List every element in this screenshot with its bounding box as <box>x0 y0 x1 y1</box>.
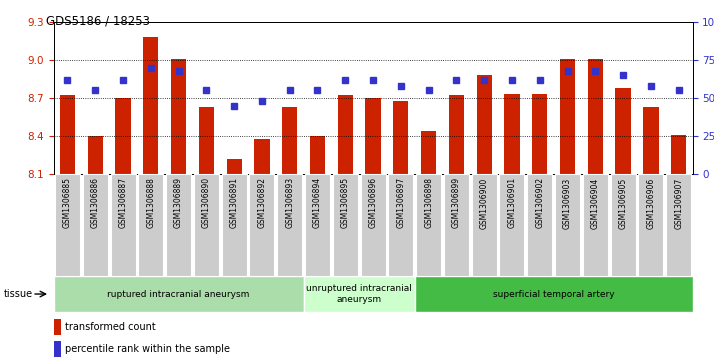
Bar <box>249 174 274 276</box>
Bar <box>194 174 219 276</box>
Text: tissue: tissue <box>4 289 33 299</box>
Text: GSM1306901: GSM1306901 <box>508 177 516 228</box>
Bar <box>449 95 464 174</box>
Bar <box>504 94 520 174</box>
Bar <box>139 174 164 276</box>
Bar <box>366 98 381 174</box>
Text: GSM1306907: GSM1306907 <box>674 177 683 229</box>
Text: transformed count: transformed count <box>65 322 156 332</box>
Bar <box>638 174 663 276</box>
Bar <box>171 59 186 174</box>
Text: GSM1306888: GSM1306888 <box>146 177 155 228</box>
Text: percentile rank within the sample: percentile rank within the sample <box>65 344 230 354</box>
Bar <box>55 174 80 276</box>
Bar <box>303 276 415 312</box>
Bar <box>305 174 330 276</box>
Text: GSM1306903: GSM1306903 <box>563 177 572 229</box>
Bar <box>643 107 658 174</box>
Text: GDS5186 / 18253: GDS5186 / 18253 <box>46 15 151 28</box>
Bar <box>588 59 603 174</box>
Bar <box>472 174 497 276</box>
Text: GSM1306886: GSM1306886 <box>91 177 100 228</box>
Bar <box>166 174 191 276</box>
Bar <box>88 136 103 174</box>
Bar <box>583 174 608 276</box>
Text: GSM1306900: GSM1306900 <box>480 177 488 229</box>
Bar <box>221 174 246 276</box>
Text: GSM1306889: GSM1306889 <box>174 177 183 228</box>
Bar <box>338 95 353 174</box>
Bar <box>254 139 270 174</box>
Text: GSM1306904: GSM1306904 <box>591 177 600 229</box>
Text: GSM1306885: GSM1306885 <box>63 177 72 228</box>
Text: GSM1306890: GSM1306890 <box>202 177 211 228</box>
Bar <box>83 174 108 276</box>
Bar <box>198 107 214 174</box>
Bar <box>277 174 302 276</box>
Text: ruptured intracranial aneurysm: ruptured intracranial aneurysm <box>107 290 250 298</box>
Bar <box>54 276 303 312</box>
Text: GSM1306905: GSM1306905 <box>618 177 628 229</box>
Bar <box>361 174 386 276</box>
Text: GSM1306896: GSM1306896 <box>368 177 378 228</box>
Bar <box>415 276 693 312</box>
Bar <box>111 174 136 276</box>
Bar <box>421 131 436 174</box>
Text: GSM1306891: GSM1306891 <box>230 177 238 228</box>
Bar <box>60 95 75 174</box>
Bar <box>527 174 552 276</box>
Text: superficial temporal artery: superficial temporal artery <box>493 290 615 298</box>
Text: GSM1306895: GSM1306895 <box>341 177 350 228</box>
Text: GSM1306906: GSM1306906 <box>646 177 655 229</box>
Bar <box>54 340 61 357</box>
Bar <box>393 101 408 174</box>
Bar <box>310 136 325 174</box>
Bar <box>666 174 691 276</box>
Bar <box>615 88 630 174</box>
Text: GSM1306898: GSM1306898 <box>424 177 433 228</box>
Bar <box>476 75 492 174</box>
Bar <box>116 98 131 174</box>
Bar <box>555 174 580 276</box>
Bar <box>143 37 159 174</box>
Text: GSM1306899: GSM1306899 <box>452 177 461 228</box>
Text: GSM1306897: GSM1306897 <box>396 177 406 228</box>
Text: GSM1306902: GSM1306902 <box>536 177 544 228</box>
Bar <box>226 159 242 174</box>
Text: unruptured intracranial
aneurysm: unruptured intracranial aneurysm <box>306 284 412 304</box>
Bar <box>333 174 358 276</box>
Text: GSM1306887: GSM1306887 <box>119 177 128 228</box>
Bar <box>54 319 61 335</box>
Text: GSM1306894: GSM1306894 <box>313 177 322 228</box>
Bar <box>532 94 548 174</box>
Bar <box>416 174 441 276</box>
Bar <box>560 59 575 174</box>
Bar <box>500 174 525 276</box>
Bar <box>671 135 686 174</box>
Bar <box>388 174 413 276</box>
Bar <box>610 174 635 276</box>
Bar <box>282 107 297 174</box>
Text: GSM1306892: GSM1306892 <box>258 177 266 228</box>
Text: GSM1306893: GSM1306893 <box>285 177 294 228</box>
Bar <box>444 174 469 276</box>
